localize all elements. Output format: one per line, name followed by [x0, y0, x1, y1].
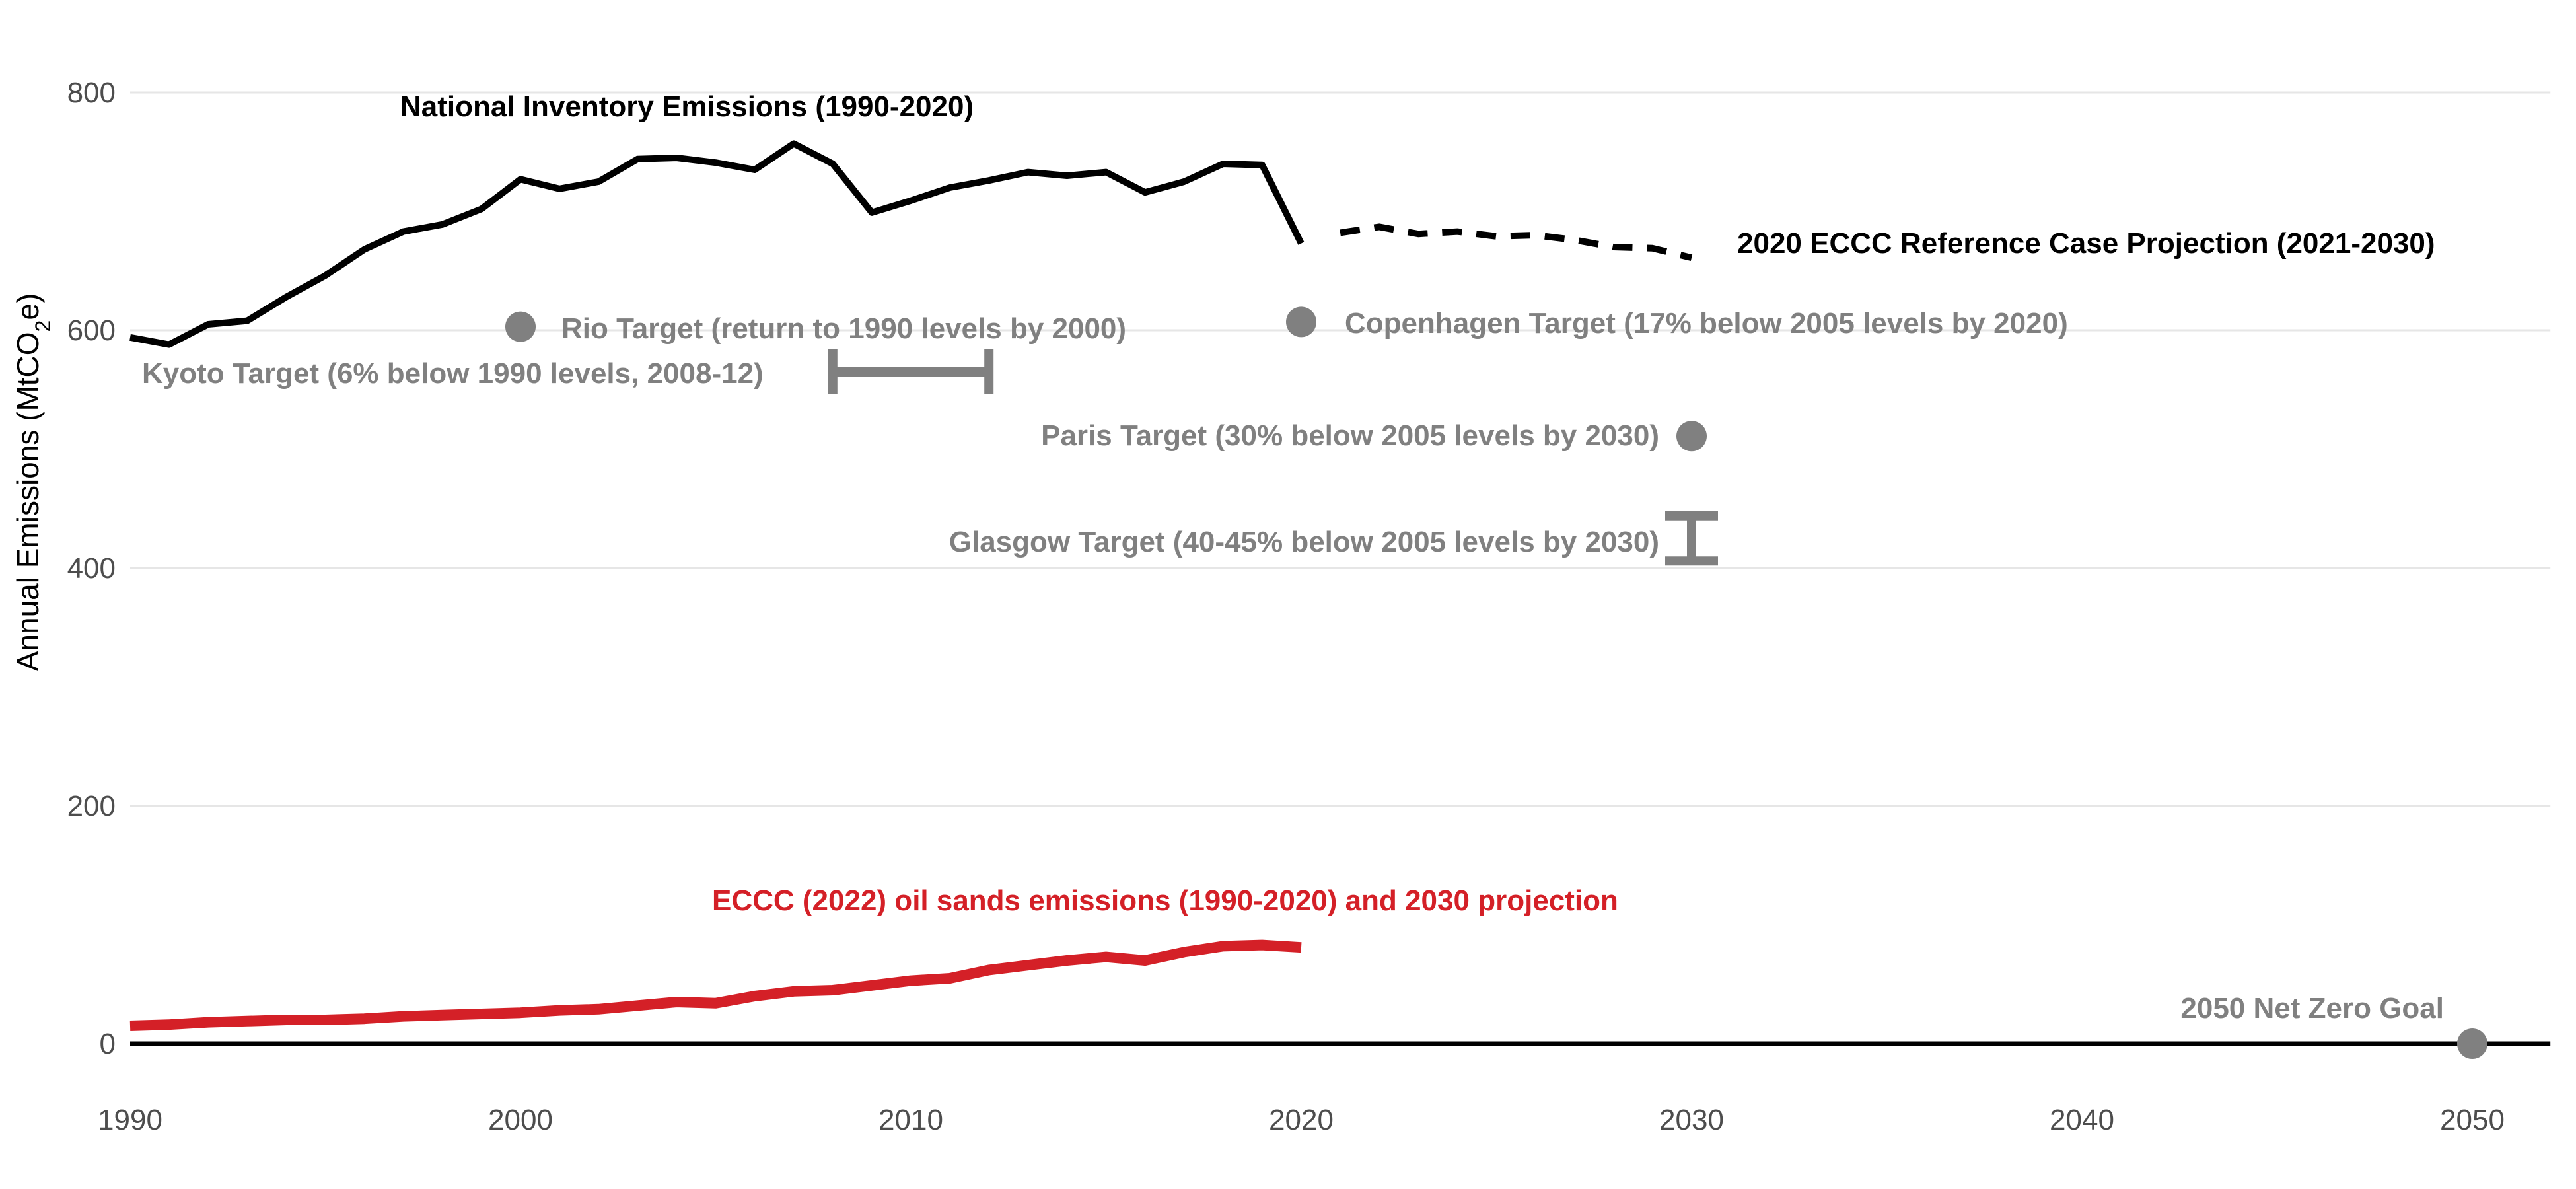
paris-target-label: Paris Target (30% below 2005 levels by 2… [1041, 419, 1659, 452]
national-inventory-line [129, 140, 1305, 348]
x-axis-ticks: 1990 2000 2010 2020 2030 2040 2050 [98, 1104, 2505, 1136]
net-zero-goal-point [2457, 1028, 2487, 1059]
oil-sands-line [129, 939, 1302, 1031]
series-layer [129, 140, 1693, 1031]
glasgow-target-range [1665, 511, 1718, 566]
kyoto-target-label: Kyoto Target (6% below 1990 levels, 2008… [142, 357, 764, 390]
net-zero-label: 2050 Net Zero Goal [2180, 992, 2444, 1025]
projection-label: 2020 ECCC Reference Case Projection (202… [1737, 227, 2435, 260]
x-tick-2030: 2030 [1659, 1104, 1724, 1136]
y-tick-800: 800 [67, 77, 116, 109]
x-tick-2000: 2000 [488, 1104, 553, 1136]
y-tick-200: 200 [67, 790, 116, 822]
labels-layer: National Inventory Emissions (1990-2020)… [142, 90, 2444, 1025]
glasgow-target-label: Glasgow Target (40-45% below 2005 levels… [949, 526, 1659, 558]
y-axis-label: Annual Emissions (MtCO2e) [11, 293, 55, 672]
y-axis-ticks: 0 200 400 600 800 [67, 77, 116, 1060]
rio-target-point [505, 311, 536, 342]
paris-target-point [1676, 421, 1707, 452]
y-tick-400: 400 [67, 552, 116, 585]
copenhagen-target-point [1286, 306, 1316, 338]
x-tick-2040: 2040 [2050, 1104, 2114, 1136]
rio-target-label: Rio Target (return to 1990 levels by 200… [561, 312, 1126, 345]
y-tick-0: 0 [100, 1028, 116, 1060]
projection-line [1340, 223, 1693, 262]
y-tick-600: 600 [67, 314, 116, 347]
x-tick-2010: 2010 [878, 1104, 943, 1136]
x-tick-2050: 2050 [2440, 1104, 2505, 1136]
x-tick-2020: 2020 [1269, 1104, 1334, 1136]
copenhagen-target-label: Copenhagen Target (17% below 2005 levels… [1345, 307, 2068, 340]
oil-sands-label: ECCC (2022) oil sands emissions (1990-20… [712, 884, 1618, 917]
x-tick-1990: 1990 [98, 1104, 162, 1136]
kyoto-target-range [828, 349, 994, 394]
targets-layer [505, 306, 2487, 1059]
national-inventory-label: National Inventory Emissions (1990-2020) [400, 90, 974, 123]
